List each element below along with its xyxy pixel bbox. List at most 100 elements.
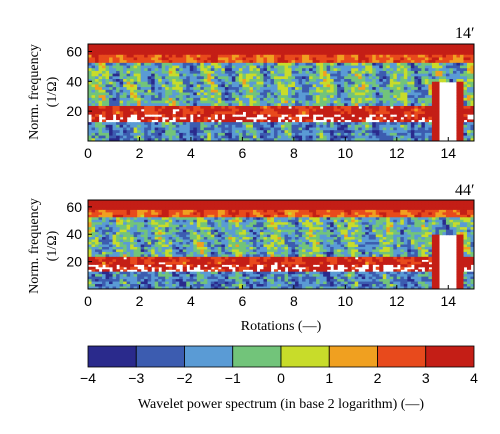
heat-cell — [442, 207, 447, 211]
heat-cell — [214, 200, 219, 204]
heat-cell — [351, 138, 356, 141]
heat-cell — [351, 105, 356, 110]
heat-cell — [95, 100, 100, 104]
heat-cell — [323, 138, 328, 141]
heat-cell — [361, 200, 366, 204]
heat-cell — [158, 76, 163, 80]
heat-cell — [298, 60, 303, 64]
heat-cell — [354, 57, 359, 61]
heat-cell — [91, 97, 96, 102]
heat-cell — [379, 204, 384, 209]
heat-cell — [291, 200, 296, 204]
heat-cell — [130, 138, 135, 141]
heat-cell — [189, 76, 194, 80]
heat-cell — [326, 124, 331, 129]
heat-cell — [312, 70, 317, 75]
heat-cell — [98, 138, 103, 141]
heat-cell — [238, 81, 243, 86]
heat-cell — [323, 108, 328, 112]
heat-cell — [365, 49, 370, 53]
heat-cell — [165, 54, 170, 59]
heat-cell — [123, 95, 128, 99]
heat-cell — [228, 217, 233, 221]
heat-cell — [207, 81, 212, 86]
heat-cell — [351, 111, 356, 115]
heat-cell — [403, 222, 408, 226]
heat-cell — [98, 44, 103, 48]
heat-cell — [154, 138, 159, 141]
heat-cell — [470, 95, 474, 99]
heat-cell — [358, 207, 363, 211]
heat-cell — [337, 132, 342, 137]
heat-cell — [259, 217, 265, 221]
heat-cell — [424, 76, 429, 80]
heat-cell — [189, 222, 194, 226]
heat-cell — [182, 105, 187, 110]
heat-cell — [102, 70, 107, 75]
heat-cell — [249, 209, 254, 213]
heat-cell — [375, 224, 380, 228]
heat-cell — [238, 92, 243, 96]
heat-cell — [295, 204, 300, 209]
heat-cell — [445, 44, 451, 48]
heat-cell — [347, 60, 352, 64]
heat-cell — [284, 204, 289, 209]
heat-cell — [421, 108, 426, 112]
heat-cell — [302, 57, 307, 61]
heat-cell — [196, 116, 201, 121]
heat-cell — [182, 54, 187, 59]
heat-cell — [277, 100, 282, 104]
heat-cell — [445, 224, 451, 228]
heat-cell — [238, 49, 243, 53]
heat-cell — [133, 130, 138, 134]
heat-cell — [382, 95, 387, 99]
heat-cell — [309, 73, 314, 77]
heat-cell — [403, 57, 408, 61]
heat-cell — [88, 138, 93, 141]
heat-cell — [186, 135, 191, 139]
heat-cell — [351, 84, 356, 88]
heat-cell — [196, 135, 201, 139]
heat-cell — [435, 44, 440, 48]
heat-cell — [137, 84, 142, 88]
heat-cell — [365, 70, 370, 75]
heat-cell — [340, 52, 345, 56]
heat-cell — [224, 108, 229, 112]
heat-cell — [263, 73, 268, 77]
heat-cell — [273, 103, 279, 107]
heat-cell — [449, 73, 454, 77]
heat-cell — [242, 227, 247, 231]
heat-cell — [238, 54, 243, 59]
heat-cell — [277, 209, 282, 213]
heat-cell — [263, 60, 268, 64]
heat-cell — [414, 57, 419, 61]
heat-cell — [95, 73, 100, 77]
heat-cell — [263, 209, 268, 213]
heat-cell — [337, 60, 342, 64]
heat-cell — [147, 49, 152, 53]
heat-cell — [330, 46, 335, 50]
heat-cell — [379, 65, 384, 69]
heat-cell — [252, 122, 258, 126]
heat-cell — [242, 204, 247, 209]
heat-cell — [372, 219, 377, 223]
heat-cell — [161, 100, 166, 104]
heat-cell — [137, 105, 142, 110]
heat-cell — [435, 122, 440, 126]
heat-cell — [393, 89, 398, 94]
heat-cell — [228, 209, 233, 213]
heat-cell — [428, 68, 433, 72]
heat-cell — [266, 73, 272, 77]
heat-cell — [428, 124, 433, 129]
heat-cell — [168, 127, 173, 131]
heat-cell — [172, 57, 177, 61]
heat-cell — [452, 46, 458, 50]
heat-cell — [358, 79, 363, 83]
heat-cell — [424, 73, 429, 77]
heat-cell — [137, 114, 142, 118]
heat-cell — [144, 200, 149, 204]
heat-cell — [256, 200, 261, 204]
heat-cell — [217, 92, 222, 96]
heat-cell — [189, 60, 194, 64]
heat-cell — [270, 130, 275, 134]
